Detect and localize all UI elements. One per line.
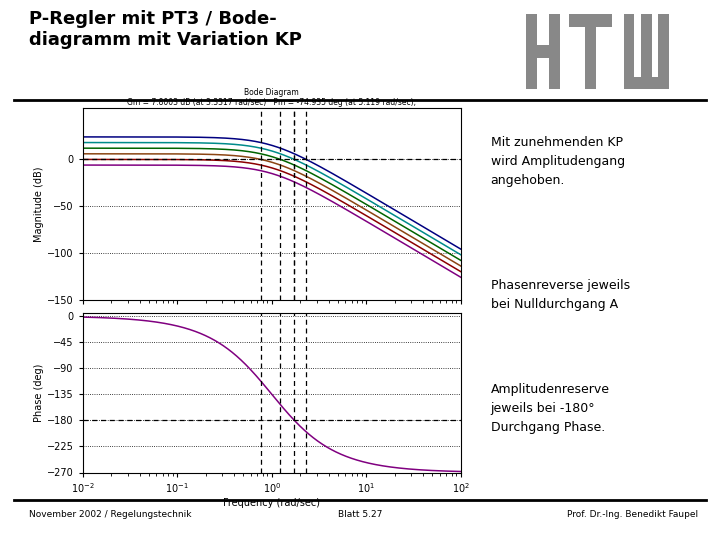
Y-axis label: Magnitude (dB): Magnitude (dB) xyxy=(35,166,45,241)
Bar xyxy=(658,14,669,89)
Text: Mit zunehmenden KP
wird Amplitudengang
angehoben.: Mit zunehmenden KP wird Amplitudengang a… xyxy=(490,136,625,187)
Text: Blatt 5.27: Blatt 5.27 xyxy=(338,510,382,519)
Y-axis label: Phase (deg): Phase (deg) xyxy=(34,363,44,422)
Bar xyxy=(641,14,652,89)
Bar xyxy=(585,22,596,89)
Bar xyxy=(526,45,560,58)
X-axis label: Frequency (rad/sec): Frequency (rad/sec) xyxy=(223,498,320,508)
Text: Amplitudenreserve
jeweils bei -180°
Durchgang Phase.: Amplitudenreserve jeweils bei -180° Durc… xyxy=(490,383,610,434)
Text: Phasenreverse jeweils
bei Nulldurchgang A: Phasenreverse jeweils bei Nulldurchgang … xyxy=(490,279,630,311)
Title: Bode Diagram
Gm = 7.8003 dB (at 3.3317 rad/sec)   Pm = -74.935 deg (at 5.119 rad: Bode Diagram Gm = 7.8003 dB (at 3.3317 r… xyxy=(127,88,416,107)
Text: November 2002 / Regelungstechnik: November 2002 / Regelungstechnik xyxy=(29,510,192,519)
Bar xyxy=(526,14,537,89)
Bar xyxy=(549,14,560,89)
Text: P-Regler mit PT3 / Bode-
diagramm mit Variation KP: P-Regler mit PT3 / Bode- diagramm mit Va… xyxy=(29,10,302,49)
Bar xyxy=(624,14,634,89)
Bar xyxy=(569,14,612,27)
Bar xyxy=(624,77,669,89)
Text: Prof. Dr.-Ing. Benedikt Faupel: Prof. Dr.-Ing. Benedikt Faupel xyxy=(567,510,698,519)
